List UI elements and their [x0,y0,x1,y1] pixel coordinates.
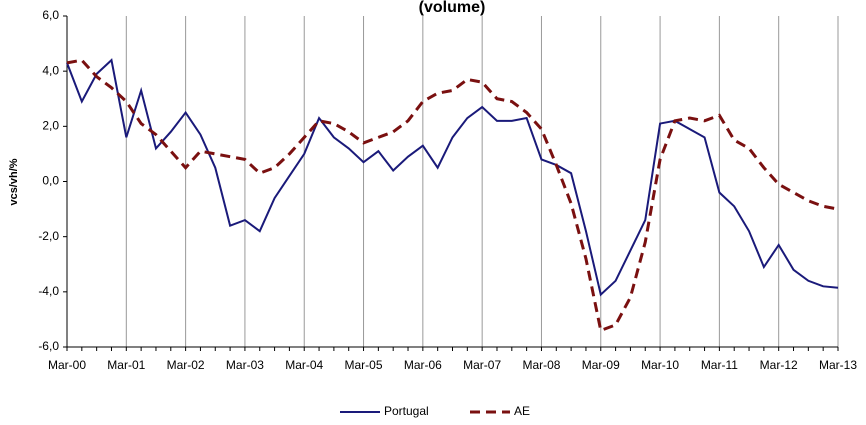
x-tick-label: Mar-01 [107,358,145,372]
legend-label: Portugal [384,404,429,418]
x-tick-label: Mar-02 [167,358,205,372]
x-tick-label: Mar-12 [760,358,798,372]
x-tick-label: Mar-00 [48,358,86,372]
series-line [66,58,839,297]
y-tick-label: -4,0 [38,284,59,298]
y-tick-label: 2,0 [42,119,59,133]
legend-label: AE [514,404,530,418]
x-tick-label: Mar-10 [641,358,679,372]
x-tick-label: Mar-08 [522,358,560,372]
series-line [66,58,839,333]
y-tick-label: 4,0 [42,63,59,77]
x-tick-label: Mar-03 [226,358,264,372]
x-tick-label: Mar-07 [463,358,501,372]
y-axis-label: vcs/vh/% [8,158,20,205]
x-tick-label: Mar-05 [345,358,383,372]
y-tick-label: -2,0 [38,229,59,243]
y-tick-label: 6,0 [42,8,59,22]
chart-title: (volume) [419,0,486,16]
x-tick-label: Mar-11 [701,358,738,372]
y-tick-label: 0,0 [42,174,59,188]
x-tick-label: Mar-06 [404,358,442,372]
x-tick-label: Mar-09 [582,358,620,372]
y-tick-label: -6,0 [38,339,59,353]
x-tick-label: Mar-04 [285,358,323,372]
x-tick-label: Mar-13 [819,358,857,372]
